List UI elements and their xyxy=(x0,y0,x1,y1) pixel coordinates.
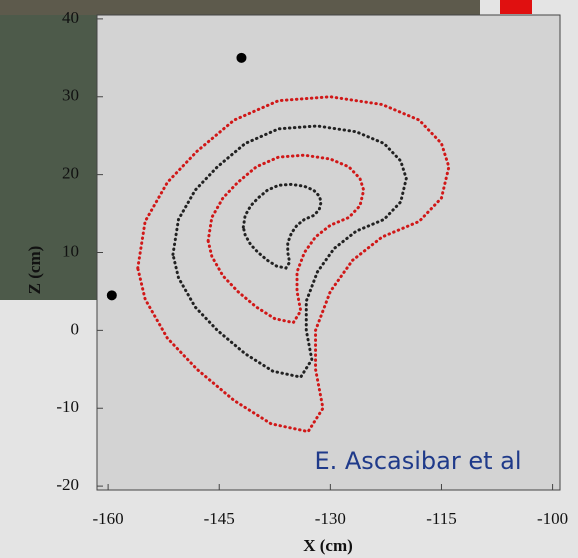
y-tick-label: 10 xyxy=(62,241,79,260)
plot-area xyxy=(96,14,561,491)
x-tick-label: -100 xyxy=(537,509,568,528)
marker-dot xyxy=(236,52,247,63)
photo-red xyxy=(500,0,532,14)
y-axis-label: Z (cm) xyxy=(25,246,44,295)
x-tick-label: -130 xyxy=(315,509,346,528)
y-tick-label: -20 xyxy=(56,475,79,494)
photo-left xyxy=(0,0,97,300)
y-tick-label: -10 xyxy=(56,397,79,416)
x-tick-label: -115 xyxy=(426,509,457,528)
flux-surface xyxy=(206,153,366,325)
x-tick-label: -160 xyxy=(93,509,124,528)
y-tick-label: 0 xyxy=(71,319,80,338)
y-tick-label: 30 xyxy=(62,86,79,105)
flux-surface xyxy=(241,182,323,270)
annotation: E. Ascasibar et al xyxy=(314,447,521,475)
flux-surface xyxy=(171,124,408,379)
x-axis-label: X (cm) xyxy=(303,536,353,555)
y-tick-label: 40 xyxy=(62,8,79,27)
flux-surface xyxy=(136,95,451,434)
photo-top xyxy=(0,0,480,15)
marker-dot xyxy=(106,290,117,301)
y-tick-label: 20 xyxy=(62,164,79,183)
x-tick-label: -145 xyxy=(204,509,235,528)
